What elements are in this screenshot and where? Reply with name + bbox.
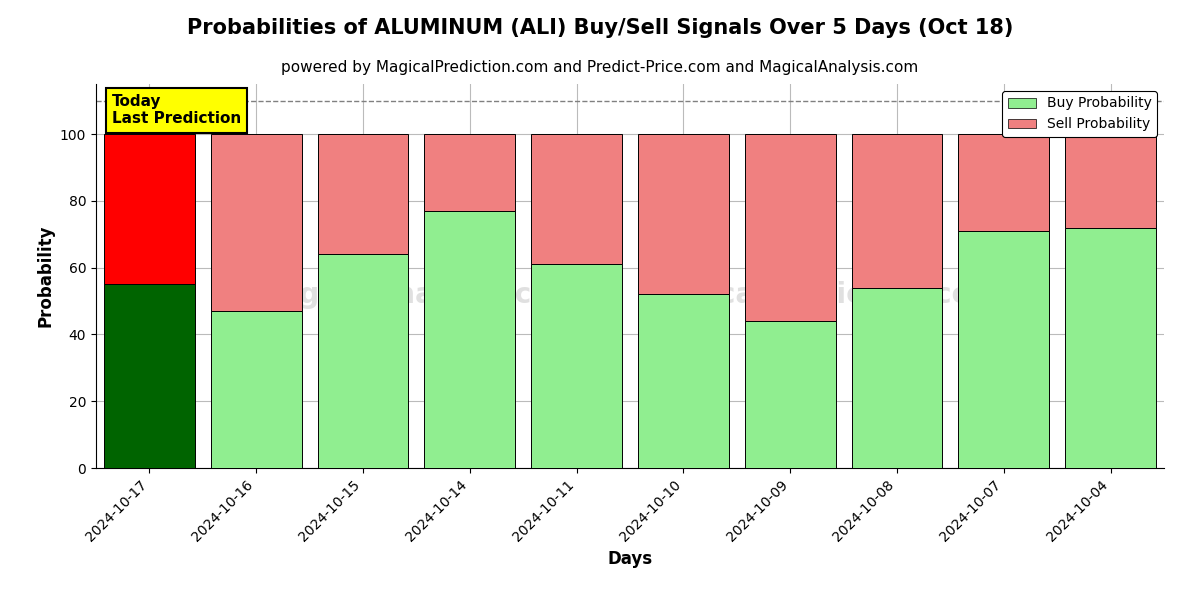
Y-axis label: Probability: Probability xyxy=(36,225,54,327)
Bar xyxy=(959,134,1049,231)
Bar xyxy=(532,265,622,468)
Bar xyxy=(745,134,835,321)
Legend: Buy Probability, Sell Probability: Buy Probability, Sell Probability xyxy=(1002,91,1157,137)
Bar xyxy=(211,134,301,311)
Bar xyxy=(532,134,622,265)
Bar xyxy=(745,321,835,468)
Bar xyxy=(104,284,194,468)
X-axis label: Days: Days xyxy=(607,550,653,568)
Bar xyxy=(104,134,194,284)
Bar xyxy=(1066,227,1156,468)
Bar xyxy=(318,134,408,254)
Bar xyxy=(852,287,942,468)
Bar xyxy=(425,211,515,468)
Text: Today
Last Prediction: Today Last Prediction xyxy=(112,94,241,127)
Text: powered by MagicalPrediction.com and Predict-Price.com and MagicalAnalysis.com: powered by MagicalPrediction.com and Pre… xyxy=(281,60,919,75)
Bar xyxy=(1066,134,1156,227)
Bar xyxy=(638,295,728,468)
Text: MagicalPrediction.com: MagicalPrediction.com xyxy=(644,281,1001,309)
Bar xyxy=(852,134,942,287)
Bar xyxy=(318,254,408,468)
Text: MagicalAnalysis.com: MagicalAnalysis.com xyxy=(253,281,580,309)
Bar xyxy=(211,311,301,468)
Bar xyxy=(425,134,515,211)
Text: Probabilities of ALUMINUM (ALI) Buy/Sell Signals Over 5 Days (Oct 18): Probabilities of ALUMINUM (ALI) Buy/Sell… xyxy=(187,18,1013,38)
Bar xyxy=(959,231,1049,468)
Bar xyxy=(638,134,728,295)
